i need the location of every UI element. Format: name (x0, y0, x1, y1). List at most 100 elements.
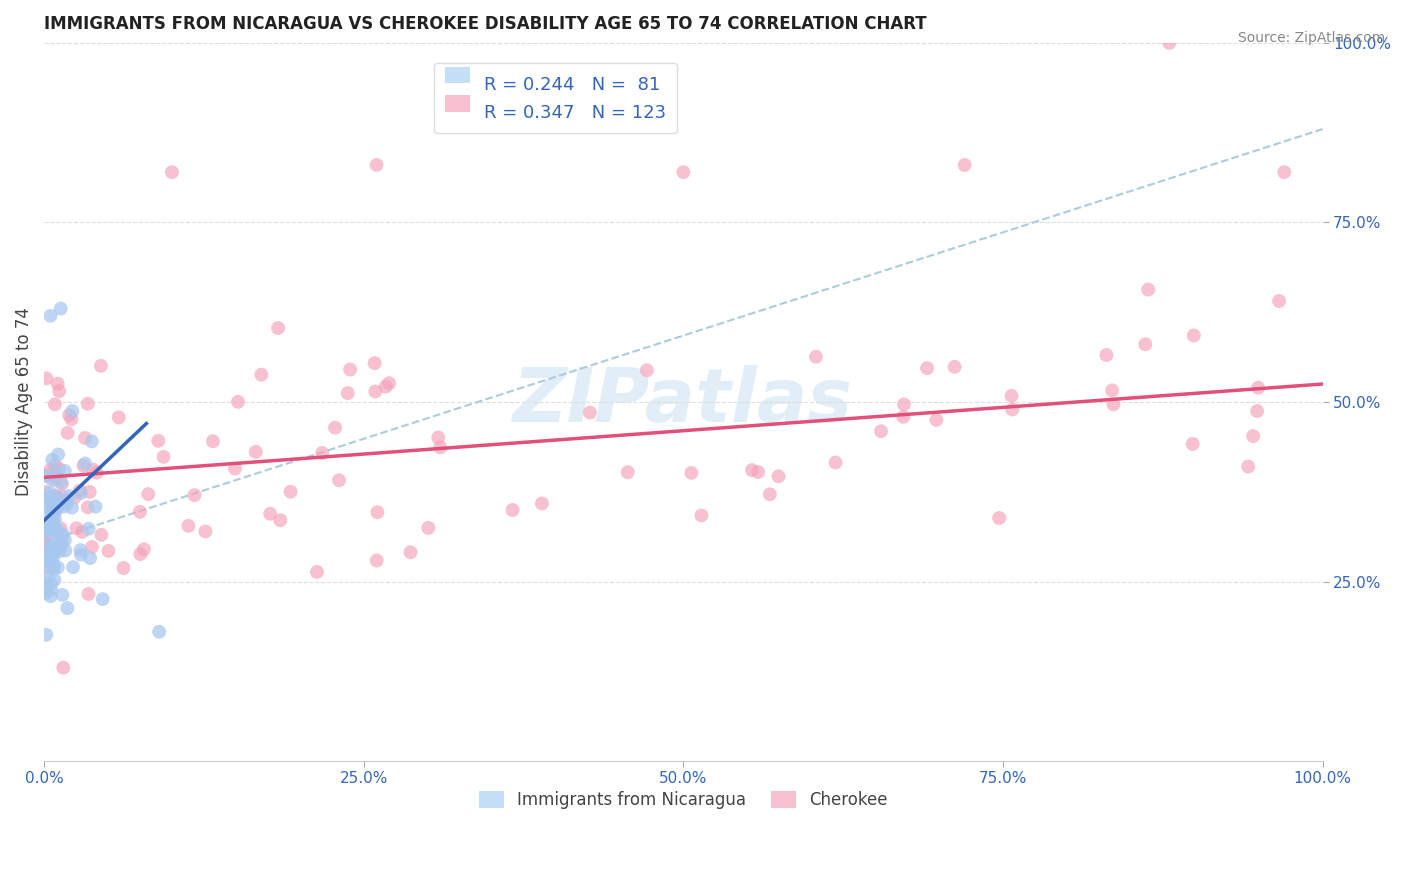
Y-axis label: Disability Age 65 to 74: Disability Age 65 to 74 (15, 308, 32, 497)
Point (870, 424, 893, 438)
Point (378, 376, 401, 391)
Point (824, 456, 846, 470)
Point (1000, 389, 1022, 403)
Point (152, 450, 174, 464)
Point (44, 502, 66, 516)
Point (363, 356, 385, 370)
Point (267, 321, 290, 335)
Point (37, 538, 59, 552)
Point (86, 466, 108, 480)
Point (48, 544, 70, 558)
Point (38, 515, 60, 529)
Point (97, 544, 120, 558)
Point (65, 521, 87, 535)
Point (80, 540, 103, 554)
Point (80, 434, 103, 449)
Point (42, 519, 65, 533)
Point (1101, 384, 1123, 398)
Point (34, 542, 56, 557)
Point (35, 582, 58, 597)
Point (34, 520, 56, 534)
Point (70, 524, 93, 539)
Point (39, 542, 62, 557)
Point (91, 592, 114, 607)
Point (1182, 328, 1205, 343)
Point (34, 518, 56, 533)
Point (1001, 402, 1024, 417)
Point (49, 532, 72, 546)
Point (183, 488, 205, 502)
Point (46, 376, 69, 391)
Point (269, 513, 291, 527)
Point (44, 397, 66, 411)
Point (35, 561, 58, 575)
Point (636, 363, 658, 377)
Point (58, 408, 80, 422)
Point (79, 484, 101, 499)
Point (136, 487, 159, 501)
Point (132, 542, 155, 557)
Point (759, 487, 782, 501)
Point (39, 577, 62, 591)
Point (399, 545, 422, 559)
Point (418, 521, 440, 535)
Point (49, 475, 72, 490)
Point (107, 410, 129, 425)
Point (42, 500, 65, 515)
Point (42, 558, 65, 572)
Point (82, 463, 104, 477)
Point (1137, 283, 1160, 297)
Point (51, 476, 73, 491)
Point (55, 543, 77, 558)
Point (49, 521, 72, 535)
Text: IMMIGRANTS FROM NICARAGUA VS CHEROKEE DISABILITY AGE 65 TO 74 CORRELATION CHART: IMMIGRANTS FROM NICARAGUA VS CHEROKEE DI… (44, 15, 927, 33)
Point (41, 493, 63, 508)
Point (79, 551, 101, 566)
Point (37, 524, 59, 538)
Point (44, 533, 66, 547)
Point (70, 548, 93, 562)
Point (747, 465, 769, 479)
Point (1135, 337, 1157, 351)
Point (915, 361, 938, 376)
Point (891, 409, 914, 424)
Point (311, 446, 333, 460)
Point (56, 425, 79, 440)
Point (364, 384, 387, 399)
Point (48, 462, 70, 476)
Point (1181, 437, 1204, 451)
Point (323, 420, 346, 434)
Point (45, 490, 67, 504)
Point (1237, 459, 1260, 474)
Point (41, 452, 63, 467)
Point (49, 539, 72, 553)
Point (129, 505, 152, 519)
Point (63, 491, 86, 505)
Point (58, 489, 80, 503)
Text: ZIPatlas: ZIPatlas (513, 366, 853, 439)
Point (46, 447, 69, 461)
Point (52, 527, 75, 541)
Point (804, 350, 827, 364)
Point (429, 441, 451, 455)
Point (51, 489, 73, 503)
Point (35, 628, 58, 642)
Point (39, 582, 62, 597)
Point (37, 569, 59, 583)
Point (34, 524, 56, 539)
Point (34, 586, 56, 600)
Point (530, 496, 553, 510)
Point (60, 500, 83, 515)
Point (1272, 165, 1295, 179)
Point (35, 468, 58, 483)
Text: Source: ZipAtlas.com: Source: ZipAtlas.com (1237, 31, 1385, 45)
Point (46, 523, 69, 537)
Point (1241, 429, 1264, 443)
Point (44, 573, 66, 587)
Point (56, 601, 79, 615)
Point (988, 511, 1011, 525)
Point (39, 550, 62, 565)
Point (35, 371, 58, 385)
Point (42, 497, 65, 511)
Point (34, 524, 56, 538)
